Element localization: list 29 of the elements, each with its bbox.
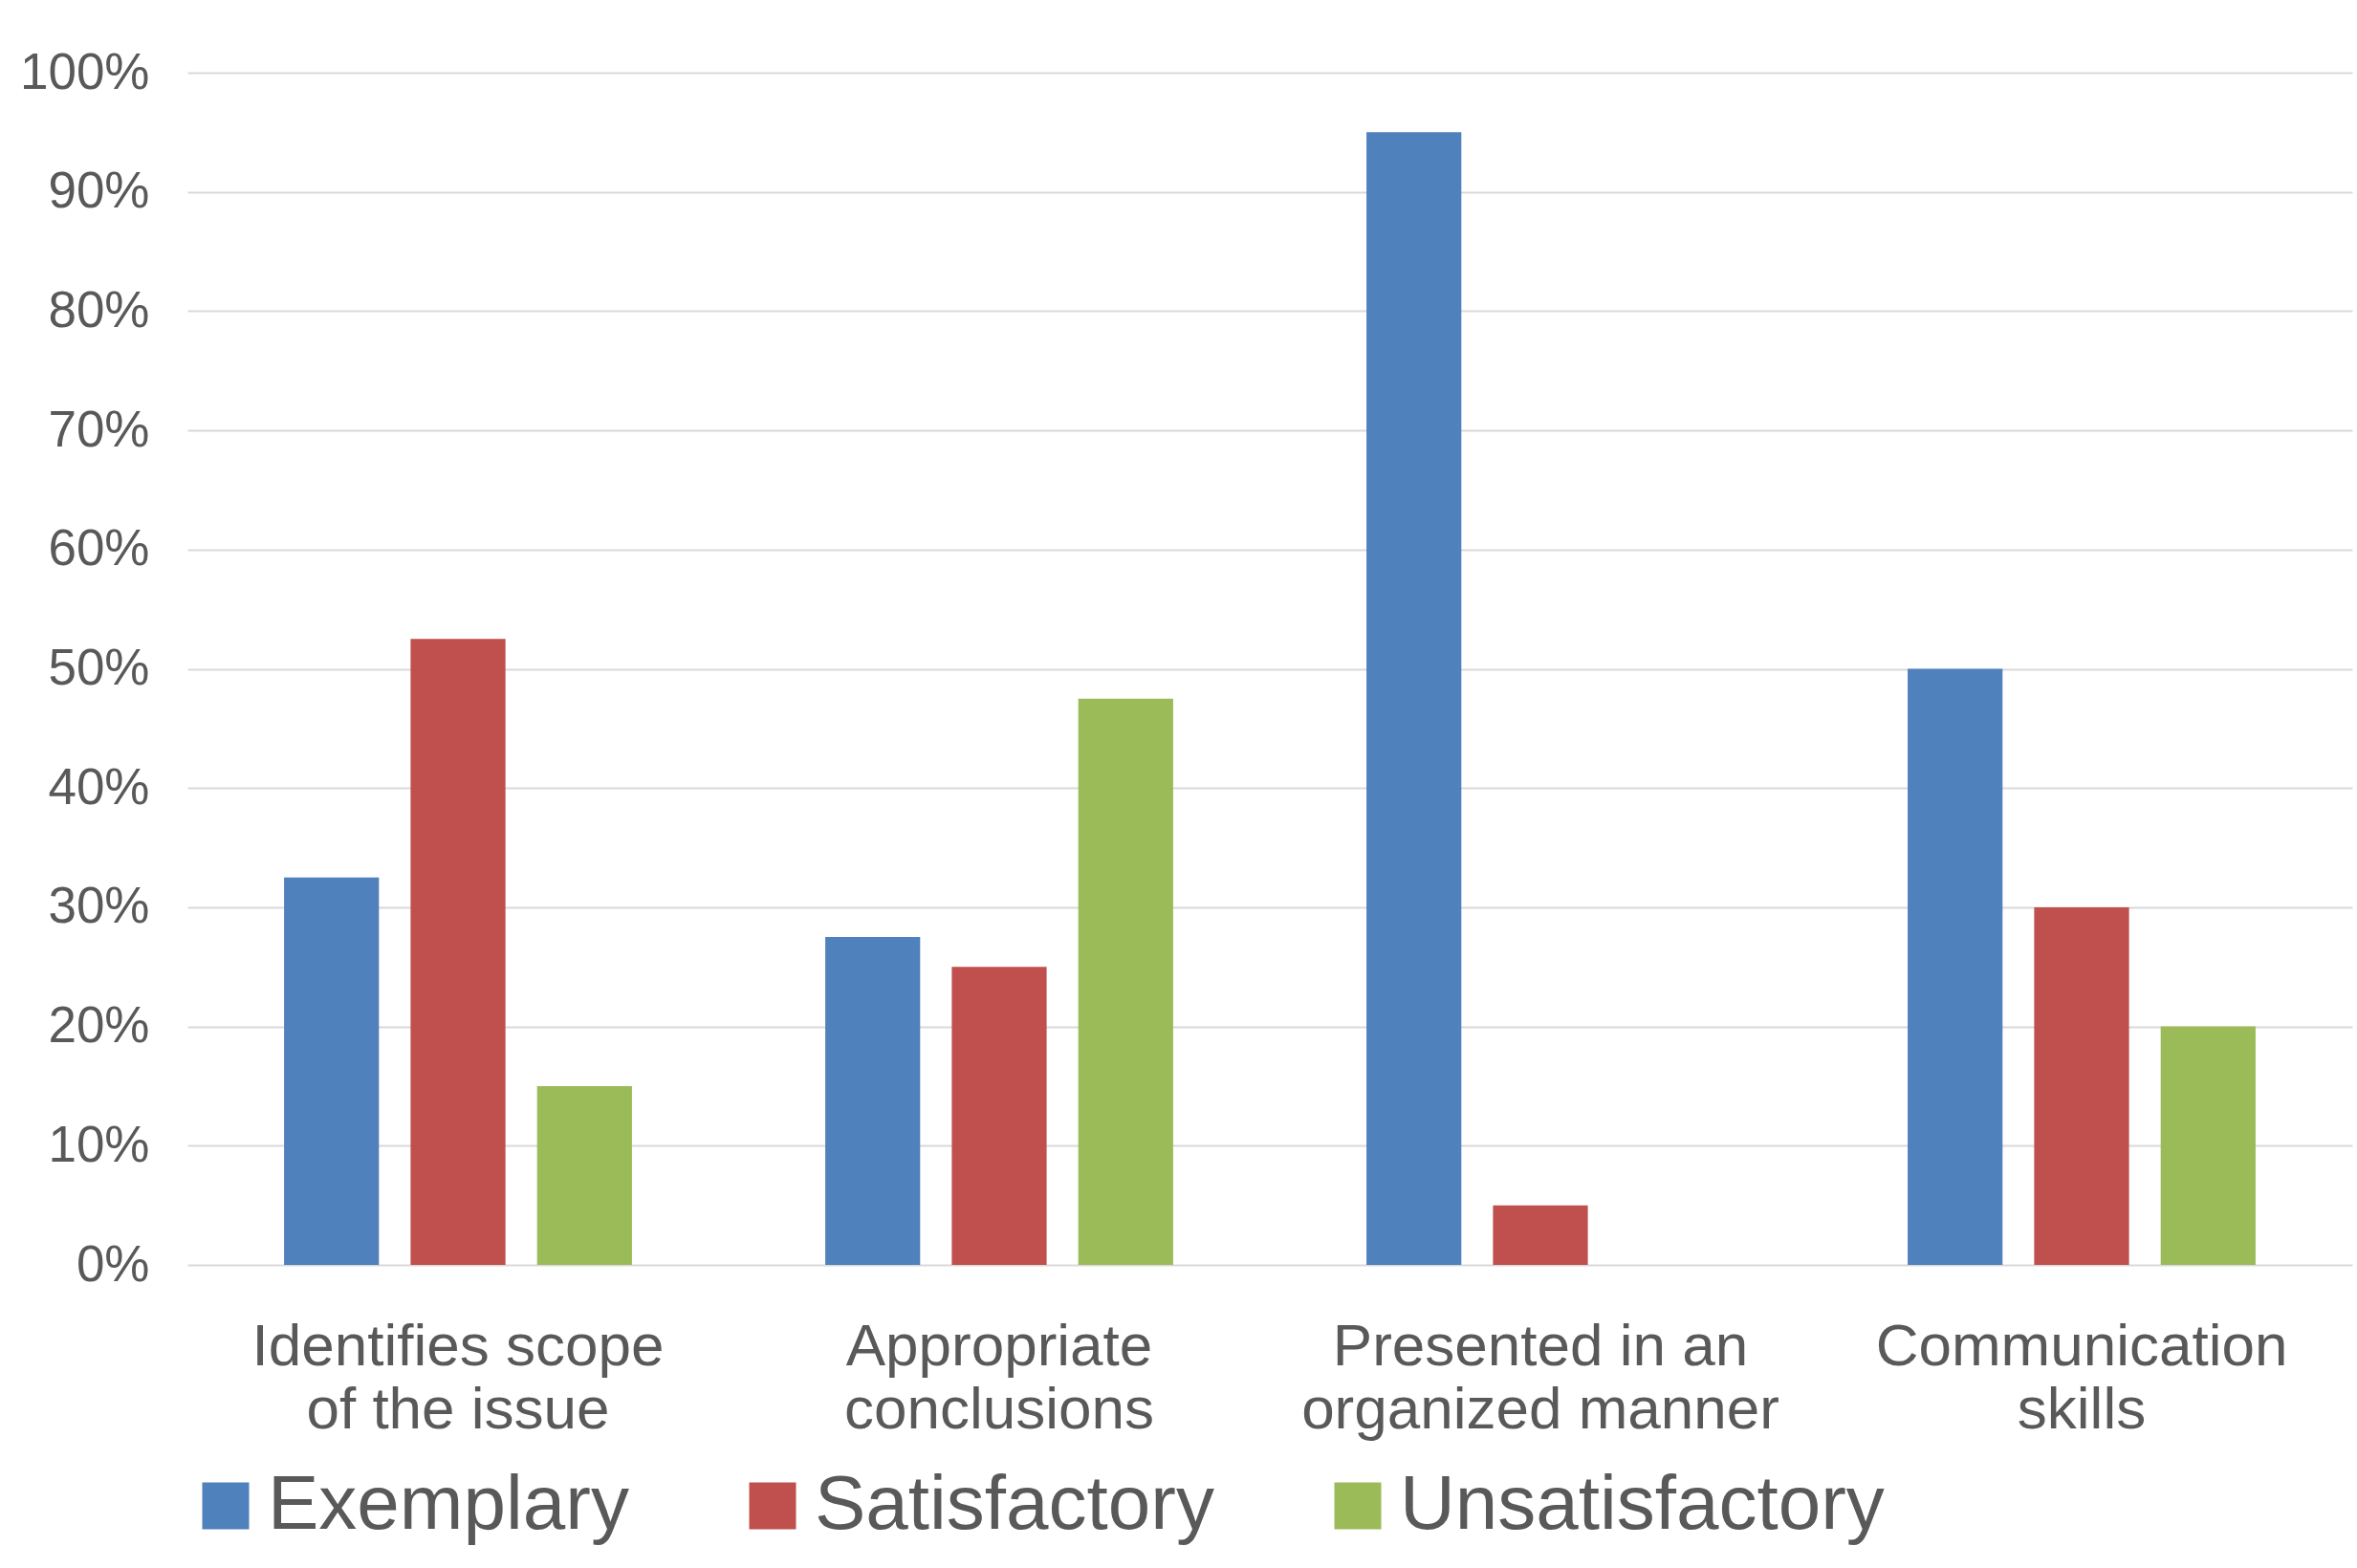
legend-label: Exemplary bbox=[268, 1460, 629, 1545]
x-tick-label: Presented in an organized manner bbox=[1301, 1311, 1779, 1441]
bar bbox=[951, 967, 1047, 1265]
bar bbox=[410, 639, 506, 1265]
legend-label: Unsatisfactory bbox=[1400, 1460, 1885, 1545]
y-tick-label: 70% bbox=[48, 400, 150, 457]
bar bbox=[284, 877, 380, 1265]
bar bbox=[1493, 1205, 1588, 1265]
bar bbox=[2160, 1026, 2256, 1265]
y-tick-label: 10% bbox=[48, 1115, 150, 1172]
bar bbox=[825, 937, 921, 1265]
y-tick-label: 50% bbox=[48, 639, 150, 695]
y-tick-label: 90% bbox=[48, 162, 150, 219]
bar bbox=[1366, 132, 1462, 1265]
y-tick-label: 80% bbox=[48, 280, 150, 338]
y-tick-label: 30% bbox=[48, 877, 150, 934]
x-tick-label: Communication skills bbox=[1875, 1311, 2288, 1441]
x-tick-label: Appropriate conclusions bbox=[844, 1311, 1154, 1441]
bar bbox=[536, 1085, 632, 1265]
y-tick-label: 40% bbox=[48, 757, 150, 815]
x-tick-label: Identifies scope of the issue bbox=[251, 1311, 665, 1441]
bar bbox=[1078, 698, 1173, 1265]
bar bbox=[2034, 906, 2129, 1265]
legend-label: Satisfactory bbox=[815, 1460, 1214, 1545]
bar bbox=[1908, 668, 2003, 1265]
y-tick-label: 100% bbox=[19, 42, 150, 99]
y-tick-label: 60% bbox=[48, 519, 150, 577]
y-tick-label: 0% bbox=[76, 1234, 150, 1292]
y-tick-label: 20% bbox=[48, 996, 150, 1054]
